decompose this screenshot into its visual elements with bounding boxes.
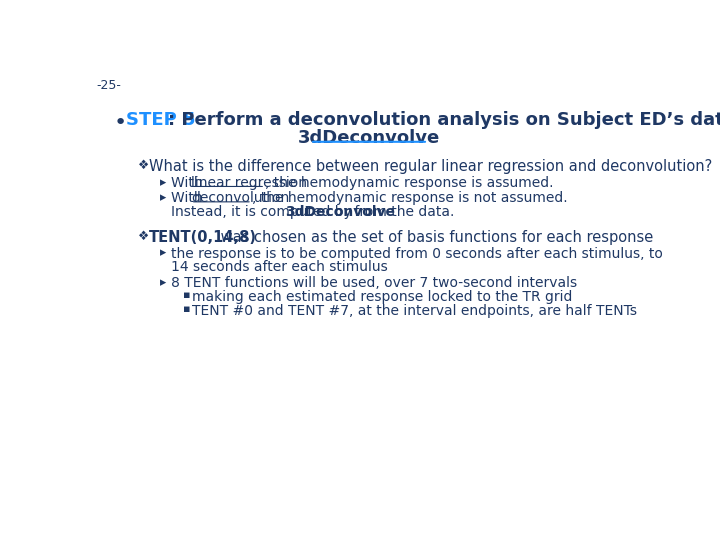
Text: 8 TENT functions will be used, over 7 two-second intervals: 8 TENT functions will be used, over 7 tw… bbox=[171, 276, 577, 290]
Text: : Perform a deconvolution analysis on Subject ED’s data with: : Perform a deconvolution analysis on Su… bbox=[168, 111, 720, 129]
Text: •: • bbox=[113, 112, 127, 132]
Text: 3dDeconvolve: 3dDeconvolve bbox=[285, 205, 395, 219]
Text: 3dDeconvolve: 3dDeconvolve bbox=[298, 129, 440, 147]
Text: With: With bbox=[171, 176, 207, 190]
Text: ▸: ▸ bbox=[160, 176, 166, 188]
Text: ▪: ▪ bbox=[183, 304, 191, 314]
Text: ❖: ❖ bbox=[138, 230, 149, 242]
Text: deconvolution: deconvolution bbox=[191, 191, 289, 205]
Text: ▸: ▸ bbox=[160, 191, 166, 204]
Text: STEP 5: STEP 5 bbox=[127, 111, 196, 129]
Text: 14 seconds after each stimulus: 14 seconds after each stimulus bbox=[171, 260, 387, 274]
Text: ❖: ❖ bbox=[138, 159, 149, 172]
Text: linear regression: linear regression bbox=[191, 176, 307, 190]
Text: making each estimated response locked to the TR grid: making each estimated response locked to… bbox=[192, 291, 572, 305]
Text: TENT #0 and TENT #7, at the interval endpoints, are half TENTs: TENT #0 and TENT #7, at the interval end… bbox=[192, 304, 637, 318]
Text: ▸: ▸ bbox=[160, 247, 166, 260]
Text: from the data.: from the data. bbox=[350, 205, 454, 219]
Text: the response is to be computed from 0 seconds after each stimulus, to: the response is to be computed from 0 se… bbox=[171, 247, 662, 260]
Text: ▸: ▸ bbox=[160, 276, 166, 289]
Text: TENT(0,14,8): TENT(0,14,8) bbox=[149, 230, 257, 245]
Text: -25-: -25- bbox=[96, 79, 121, 92]
Text: ▪: ▪ bbox=[183, 291, 191, 300]
Text: What is the difference between regular linear regression and deconvolution?: What is the difference between regular l… bbox=[149, 159, 712, 174]
Text: , the hemodynamic response is not assumed.: , the hemodynamic response is not assume… bbox=[252, 191, 567, 205]
Text: Instead, it is computed by: Instead, it is computed by bbox=[171, 205, 356, 219]
Text: was chosen as the set of basis functions for each response: was chosen as the set of basis functions… bbox=[215, 230, 653, 245]
Text: , the hemodynamic response is assumed.: , the hemodynamic response is assumed. bbox=[265, 176, 554, 190]
Text: With: With bbox=[171, 191, 207, 205]
